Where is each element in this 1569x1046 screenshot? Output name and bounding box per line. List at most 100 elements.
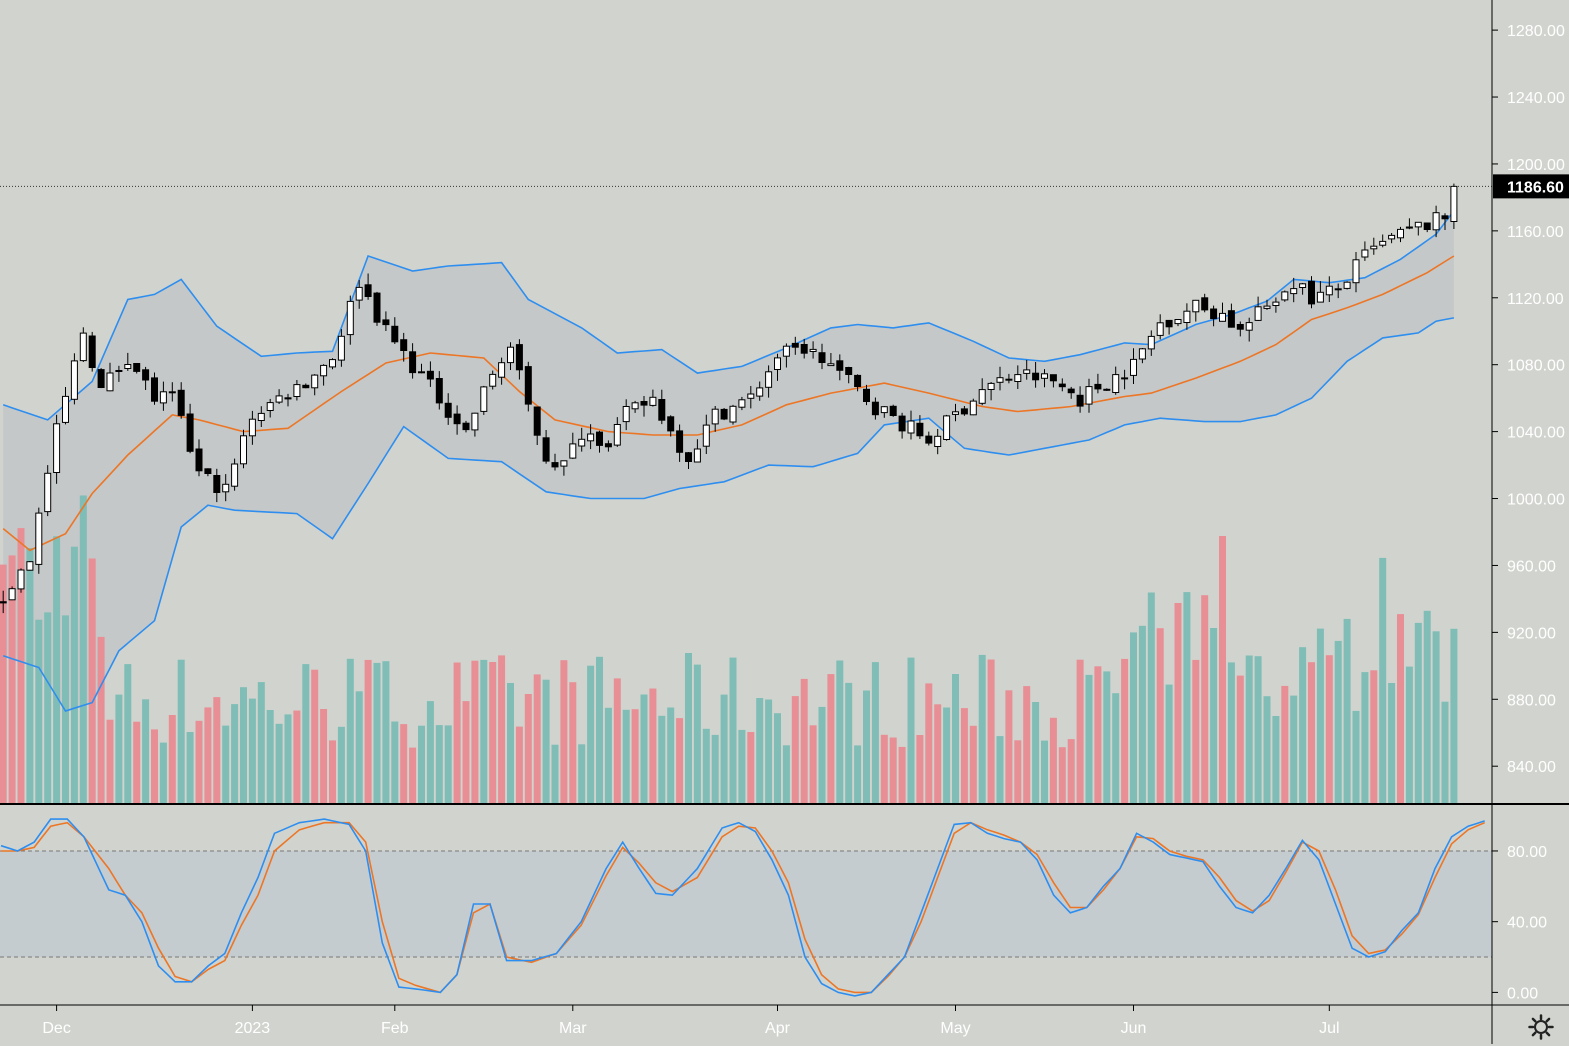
candle-body[interactable]: [489, 373, 497, 387]
candle-body[interactable]: [240, 435, 247, 465]
candle-body[interactable]: [631, 402, 639, 410]
candle-body[interactable]: [400, 339, 408, 352]
candle-body[interactable]: [1067, 388, 1075, 394]
candle-body[interactable]: [284, 397, 292, 400]
candle-body[interactable]: [578, 438, 586, 447]
candle-body[interactable]: [355, 286, 363, 301]
candle-body[interactable]: [498, 362, 506, 378]
candle-body[interactable]: [649, 396, 657, 406]
candle-body[interactable]: [1112, 374, 1120, 394]
candle-body[interactable]: [1414, 221, 1422, 228]
candle-body[interactable]: [569, 443, 577, 459]
candle-body[interactable]: [248, 418, 256, 437]
candle-body[interactable]: [1183, 310, 1191, 324]
candle-body[interactable]: [35, 512, 43, 565]
candle-body[interactable]: [1405, 226, 1413, 229]
candle-body[interactable]: [1085, 386, 1093, 405]
candle-body[interactable]: [204, 468, 212, 474]
candle-body[interactable]: [560, 460, 568, 467]
candle-body[interactable]: [1254, 306, 1262, 321]
candle-body[interactable]: [1165, 319, 1173, 328]
candle-body[interactable]: [1227, 310, 1235, 328]
candle-body[interactable]: [1005, 378, 1013, 381]
candle-body[interactable]: [774, 357, 781, 370]
candle-body[interactable]: [1334, 288, 1342, 291]
candle-body[interactable]: [17, 569, 25, 590]
candle-body[interactable]: [765, 371, 773, 388]
candle-body[interactable]: [827, 363, 835, 367]
candle-body[interactable]: [444, 402, 452, 418]
candle-body[interactable]: [293, 384, 301, 398]
candle-body[interactable]: [302, 384, 310, 389]
candle-body[interactable]: [587, 433, 595, 442]
candle-body[interactable]: [1388, 234, 1396, 240]
candle-body[interactable]: [329, 359, 336, 368]
candle-body[interactable]: [222, 483, 230, 493]
candle-body[interactable]: [1343, 281, 1351, 289]
candle-body[interactable]: [1290, 288, 1298, 295]
candle-body[interactable]: [213, 475, 221, 493]
candle-body[interactable]: [943, 415, 951, 440]
candle-body[interactable]: [978, 389, 986, 404]
candle-body[interactable]: [863, 388, 870, 402]
candle-body[interactable]: [70, 360, 78, 400]
candle-body[interactable]: [1023, 369, 1031, 374]
candle-body[interactable]: [1103, 388, 1111, 391]
candle-body[interactable]: [0, 601, 7, 604]
candle-body[interactable]: [257, 412, 265, 421]
candle-body[interactable]: [613, 424, 621, 446]
candle-body[interactable]: [382, 319, 390, 326]
candle-body[interactable]: [337, 335, 345, 361]
stochastic-pane[interactable]: [0, 818, 1492, 997]
candle-body[interactable]: [1156, 322, 1164, 336]
candle-body[interactable]: [1236, 324, 1244, 330]
candle-body[interactable]: [88, 335, 96, 368]
candle-body[interactable]: [177, 389, 185, 416]
candle-body[interactable]: [275, 395, 283, 403]
candle-body[interactable]: [1325, 285, 1333, 296]
candle-body[interactable]: [1272, 301, 1280, 307]
candle-body[interactable]: [640, 401, 648, 406]
candle-body[interactable]: [142, 369, 150, 381]
candle-body[interactable]: [987, 382, 995, 390]
candle-body[interactable]: [364, 284, 372, 297]
candle-body[interactable]: [106, 372, 114, 392]
candle-body[interactable]: [782, 345, 790, 357]
candle-body[interactable]: [346, 300, 354, 336]
candle-body[interactable]: [418, 371, 425, 374]
candle-body[interactable]: [916, 422, 924, 437]
candle-body[interactable]: [320, 364, 328, 377]
candle-body[interactable]: [667, 416, 675, 432]
candle-body[interactable]: [871, 401, 879, 416]
candle-body[interactable]: [791, 342, 799, 348]
candle-body[interactable]: [809, 348, 817, 352]
candle-body[interactable]: [8, 588, 16, 601]
candle-body[interactable]: [53, 423, 61, 473]
candle-body[interactable]: [79, 332, 87, 362]
candle-body[interactable]: [889, 405, 897, 416]
candle-body[interactable]: [186, 413, 194, 452]
candle-body[interactable]: [533, 406, 541, 436]
candle-body[interactable]: [1281, 291, 1289, 301]
candle-body[interactable]: [1192, 299, 1200, 313]
candle-body[interactable]: [391, 325, 399, 343]
candle-body[interactable]: [426, 370, 434, 380]
candle-body[interactable]: [462, 422, 470, 431]
candle-body[interactable]: [1076, 394, 1084, 407]
candle-body[interactable]: [44, 472, 52, 513]
candle-body[interactable]: [693, 448, 701, 463]
candle-body[interactable]: [1210, 308, 1218, 320]
candle-body[interactable]: [1219, 312, 1226, 322]
candle-body[interactable]: [62, 395, 69, 423]
candle-body[interactable]: [818, 352, 826, 364]
candle-body[interactable]: [524, 366, 532, 405]
candle-body[interactable]: [800, 344, 808, 354]
candle-body[interactable]: [1397, 228, 1404, 239]
candle-body[interactable]: [409, 351, 417, 374]
candle-body[interactable]: [266, 402, 274, 412]
candle-body[interactable]: [1432, 212, 1440, 231]
candle-body[interactable]: [1094, 383, 1102, 390]
candle-body[interactable]: [26, 561, 34, 571]
candle-body[interactable]: [907, 420, 915, 434]
